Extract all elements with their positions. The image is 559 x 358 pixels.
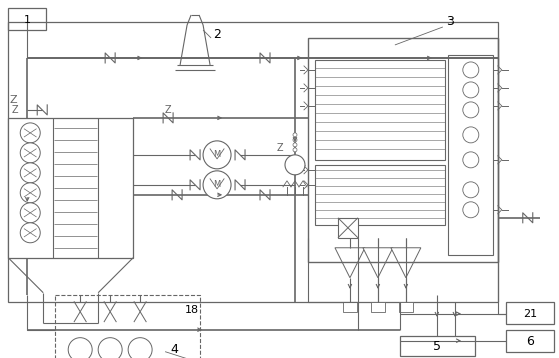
Polygon shape [363, 248, 393, 278]
Bar [343, 302, 357, 312]
Polygon shape [391, 248, 421, 278]
Text: 5: 5 [433, 340, 441, 353]
Circle shape [463, 182, 479, 198]
Text: 2: 2 [213, 29, 221, 42]
Circle shape [463, 202, 479, 218]
Circle shape [293, 133, 297, 137]
Circle shape [98, 338, 122, 358]
Circle shape [20, 223, 40, 243]
Bar [315, 165, 445, 225]
Circle shape [293, 148, 297, 152]
Circle shape [463, 152, 479, 168]
Bar [400, 336, 475, 355]
Circle shape [68, 338, 92, 358]
Text: 21: 21 [523, 309, 537, 319]
Circle shape [285, 155, 305, 175]
Text: 6: 6 [526, 335, 534, 348]
Circle shape [20, 143, 40, 163]
Bar [371, 302, 385, 312]
Bar [315, 60, 445, 160]
Circle shape [463, 82, 479, 98]
Text: 3: 3 [446, 15, 454, 29]
Bar [506, 302, 554, 324]
Text: Z: Z [10, 95, 17, 105]
Text: Z: Z [165, 105, 172, 115]
Text: M: M [214, 180, 221, 189]
Polygon shape [335, 248, 365, 278]
Bar [448, 55, 493, 255]
Bar [506, 330, 554, 352]
Circle shape [20, 203, 40, 223]
Bar [338, 218, 358, 238]
Circle shape [20, 123, 40, 143]
Text: M: M [214, 150, 221, 159]
Circle shape [203, 171, 231, 199]
Bar [55, 295, 200, 358]
Circle shape [20, 163, 40, 183]
Text: Z: Z [12, 105, 18, 115]
Bar [8, 118, 133, 258]
Bar [399, 302, 413, 312]
Text: 4: 4 [170, 343, 178, 356]
Circle shape [293, 138, 297, 142]
Circle shape [293, 143, 297, 147]
Circle shape [20, 183, 40, 203]
Circle shape [463, 127, 479, 143]
Bar [8, 8, 46, 30]
Text: Z: Z [277, 143, 283, 153]
Bar [8, 22, 498, 302]
Bar [308, 38, 498, 262]
Circle shape [203, 141, 231, 169]
Circle shape [463, 62, 479, 78]
Circle shape [463, 102, 479, 118]
Text: 1: 1 [23, 15, 31, 25]
Circle shape [128, 338, 152, 358]
Text: 18: 18 [185, 305, 199, 315]
